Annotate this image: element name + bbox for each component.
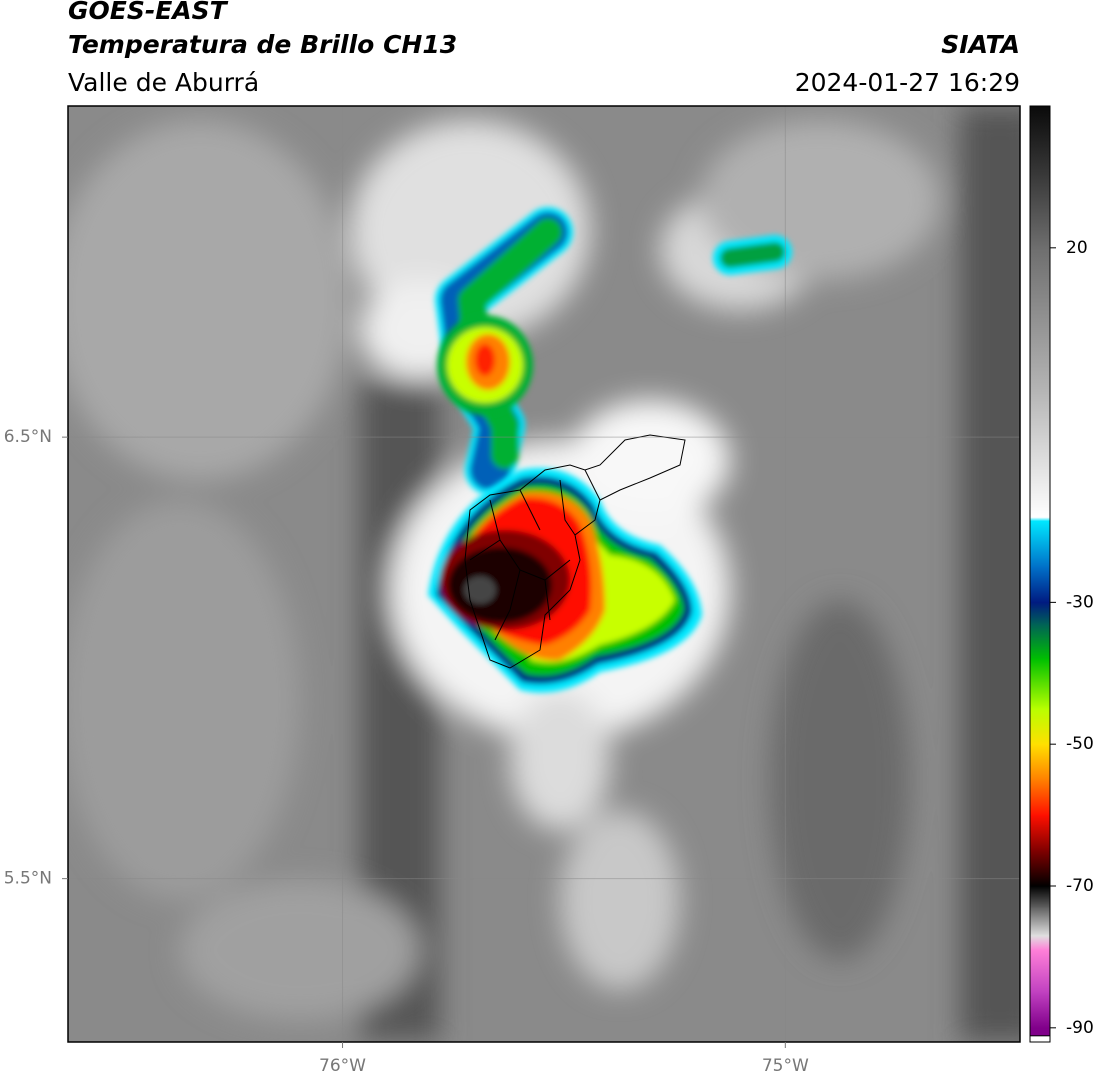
colorbar-segment	[1030, 935, 1050, 951]
colorbar-segment	[1030, 992, 1050, 1029]
municipal-borders	[464, 434, 686, 669]
colorbar-segment	[1030, 623, 1050, 660]
colorbar-segment	[1030, 815, 1050, 852]
colorbar-segment	[1030, 389, 1050, 518]
graticule	[68, 106, 1020, 1042]
title-line2: Temperatura de Brillo CH13	[68, 30, 457, 59]
x-tick-label: 76°W	[319, 1056, 366, 1076]
colorbar-tick-label: -90	[1066, 1018, 1094, 1038]
colorbar-segment	[1030, 850, 1050, 887]
colorbar-tick-label: 20	[1066, 238, 1088, 258]
satellite-image	[68, 106, 1020, 1042]
colorbar-tick-label: -30	[1066, 592, 1094, 612]
colorbar-frame	[1029, 105, 1051, 1043]
colorbar-segment	[1030, 517, 1050, 522]
colorbar-segment	[1030, 176, 1050, 249]
region: Valle de Aburrá	[68, 68, 259, 97]
x-tick-label: 75°W	[762, 1056, 809, 1076]
agency: SIATA	[941, 30, 1020, 59]
colorbar-segment	[1030, 602, 1050, 625]
y-tick-label: 6.5°N	[4, 427, 52, 447]
colorbar-segment	[1030, 744, 1050, 781]
y-tick-label: 5.5°N	[4, 869, 52, 889]
colorbar-segment	[1030, 949, 1050, 993]
colorbar: 20 -30 -50 -70 -90	[1029, 105, 1094, 1043]
colorbar-segment	[1030, 520, 1050, 568]
colorbar-segment	[1030, 886, 1050, 908]
colorbar-tick-label: -70	[1066, 876, 1094, 896]
map-frame	[67, 105, 1021, 1043]
colorbar-segment	[1030, 907, 1050, 937]
colorbar-segment	[1030, 659, 1050, 710]
colorbar-segment	[1030, 247, 1050, 391]
colorbar-segment	[1030, 566, 1050, 603]
colorbar-segment	[1030, 708, 1050, 745]
colorbar-segment	[1030, 106, 1050, 178]
colorbar-segment	[1030, 779, 1050, 816]
title-line1: GOES-EAST	[68, 0, 229, 25]
colorbar-under	[1029, 1035, 1051, 1043]
tick-labels: 76°W 75°W 6.5°N 5.5°N	[4, 427, 809, 1076]
colorbar-tick-label: -50	[1066, 734, 1094, 754]
datetime: 2024-01-27 16:29	[795, 68, 1020, 97]
